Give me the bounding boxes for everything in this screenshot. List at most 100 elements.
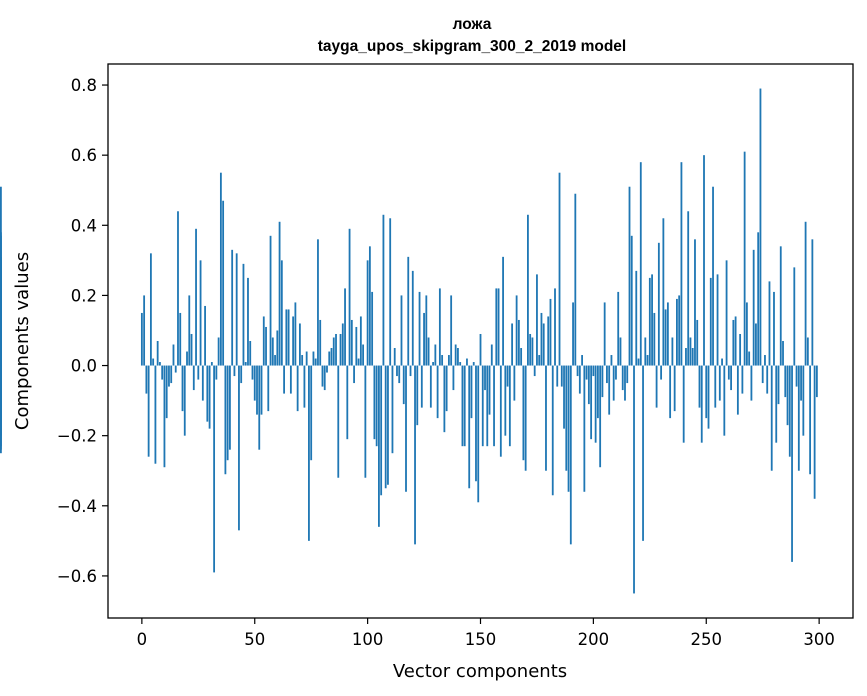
y-axis-label: Components values <box>12 252 33 430</box>
bar <box>700 365 703 443</box>
bar <box>147 365 150 457</box>
bar <box>633 365 635 594</box>
bar <box>378 365 380 527</box>
bar <box>181 365 184 412</box>
bar <box>617 291 620 366</box>
bar <box>355 326 358 366</box>
bar <box>161 365 164 380</box>
bar <box>177 211 179 366</box>
bar <box>380 365 383 496</box>
bar <box>777 365 780 405</box>
bar <box>206 365 209 422</box>
bar <box>472 362 475 366</box>
bar <box>224 365 227 475</box>
bar <box>610 355 613 366</box>
bar <box>694 239 696 366</box>
bar <box>391 365 394 454</box>
bar <box>341 323 344 366</box>
bar <box>515 295 518 366</box>
x-tick-label: 250 <box>691 630 723 649</box>
bar <box>628 186 631 366</box>
bar <box>522 365 525 461</box>
bar <box>321 365 324 387</box>
bar <box>687 211 690 366</box>
bar <box>258 365 261 450</box>
bar <box>743 151 746 366</box>
bar <box>608 365 611 415</box>
bar <box>730 365 732 391</box>
bar <box>172 344 175 366</box>
bar <box>797 365 800 471</box>
bar <box>387 365 389 485</box>
bar <box>592 365 595 377</box>
bar <box>773 291 775 366</box>
bar <box>630 235 633 366</box>
bar <box>445 365 448 412</box>
bar <box>603 302 606 366</box>
bar <box>809 365 812 475</box>
y-axis-ticks: −0.6 −0.4 −0.2 0.0 0.2 0.4 0.6 0.8 <box>57 76 108 586</box>
bar <box>145 365 148 394</box>
bar <box>296 365 299 412</box>
bar <box>775 365 778 443</box>
bar <box>680 162 683 366</box>
x-tick-label: 0 <box>137 630 148 649</box>
bar <box>558 172 561 366</box>
bar <box>583 365 586 492</box>
bar <box>581 355 583 366</box>
bar <box>269 235 272 366</box>
bar <box>294 302 297 366</box>
bar <box>752 249 755 366</box>
bar <box>375 365 378 447</box>
bar <box>813 365 816 499</box>
bar <box>384 365 387 489</box>
bar <box>441 355 444 366</box>
bar <box>276 330 279 366</box>
bar <box>344 288 346 366</box>
bar <box>732 319 735 366</box>
bar <box>183 365 186 436</box>
bar-series <box>0 88 818 594</box>
bar <box>606 365 608 384</box>
bar <box>635 270 638 366</box>
bar <box>414 365 416 545</box>
bar <box>806 337 809 366</box>
bar <box>292 316 295 366</box>
bar <box>420 365 423 408</box>
bar <box>285 309 288 366</box>
bar <box>766 365 769 394</box>
bar <box>470 365 473 419</box>
bar <box>655 365 658 408</box>
bar <box>556 365 559 387</box>
bar <box>811 239 814 366</box>
bar <box>524 365 527 471</box>
bar <box>673 365 676 412</box>
bar <box>793 267 796 366</box>
bar <box>621 365 624 391</box>
bar <box>201 365 204 401</box>
bar <box>244 362 247 366</box>
bar <box>696 319 699 366</box>
bar <box>256 365 258 415</box>
bar <box>159 362 161 366</box>
bar <box>168 365 170 387</box>
bar <box>240 365 243 384</box>
bar <box>427 337 430 366</box>
bar <box>210 362 213 366</box>
bar <box>287 309 290 366</box>
bar <box>262 316 265 366</box>
bar <box>585 365 588 380</box>
bar <box>425 295 428 366</box>
bar <box>357 358 360 366</box>
bar <box>486 365 489 447</box>
bar <box>457 348 459 366</box>
bar <box>423 312 425 366</box>
y-tick-label: 0.6 <box>71 146 97 165</box>
bar <box>364 365 367 478</box>
y-tick-label: 0.4 <box>71 216 97 235</box>
bar <box>140 312 143 366</box>
bar <box>226 365 229 461</box>
y-tick-label: 0.0 <box>71 357 97 376</box>
bar <box>511 323 514 366</box>
